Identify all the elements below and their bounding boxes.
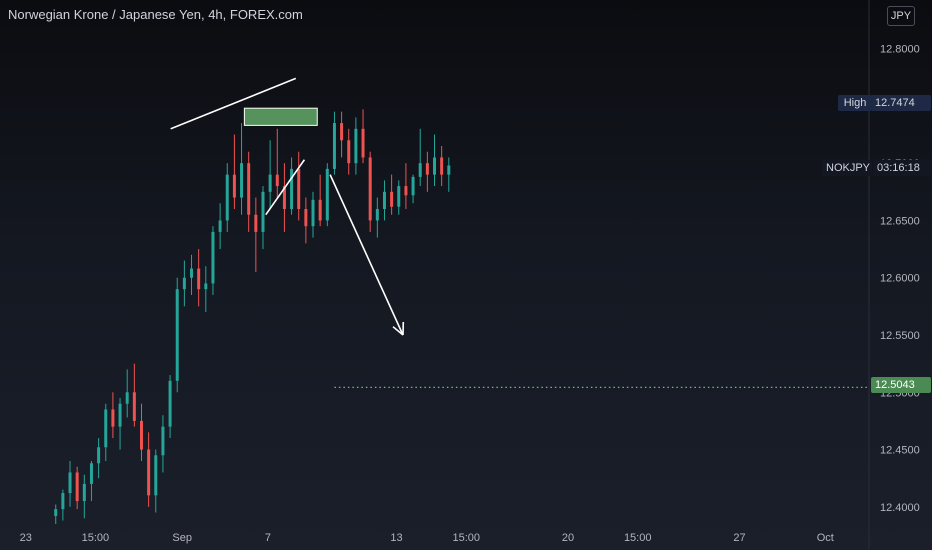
candle-body: [282, 186, 286, 209]
currency-button[interactable]: JPY: [887, 6, 915, 26]
candle-body: [290, 168, 294, 209]
candle-body: [325, 168, 329, 221]
candle-body: [97, 447, 101, 464]
high-resistance-zone: [243, 107, 318, 126]
price-axis: 12.400012.450012.500012.550012.600012.65…: [868, 0, 920, 550]
candle-body: [354, 128, 358, 164]
candle-body: [332, 123, 336, 169]
candle-body: [168, 380, 172, 427]
candle-body: [268, 174, 272, 192]
candle-body: [61, 493, 65, 510]
candle-body: [211, 231, 215, 284]
candle-body: [139, 420, 143, 450]
candle-body: [68, 472, 72, 494]
price-tick-label: 12.8000: [880, 44, 920, 56]
symbol-label: NOKJPY: [822, 160, 872, 176]
candle-body: [175, 289, 179, 381]
candle-body: [82, 483, 86, 502]
candle-body: [404, 186, 408, 196]
price-tick-label: 12.4000: [880, 502, 920, 514]
time-tick-label: Oct: [817, 532, 834, 544]
time-tick-label: 13: [390, 532, 402, 544]
candle-body: [204, 283, 208, 290]
candle-body: [382, 191, 386, 209]
price-tick-label: 12.4500: [880, 445, 920, 457]
high-price-badge: 12.7474: [871, 95, 931, 111]
candle-body: [104, 409, 108, 448]
price-tick-label: 12.6500: [880, 215, 920, 227]
candle-body: [340, 123, 344, 141]
time-tick-label: 7: [265, 532, 271, 544]
candle-body: [190, 268, 194, 278]
candle-body: [111, 409, 115, 427]
time-axis: 23 15:00 Sep 7 13 15:00 20 15:00 27 Oct: [20, 532, 834, 544]
candle-body: [75, 472, 79, 502]
candle-body: [154, 455, 158, 496]
candle-body: [297, 168, 301, 209]
time-tick-label: 27: [733, 532, 745, 544]
candle-body: [440, 157, 444, 175]
drawings: [170, 77, 869, 388]
candle-body: [361, 128, 365, 158]
candle-body: [225, 174, 229, 221]
candle-body: [318, 199, 322, 221]
target-price-badge: 12.5043: [871, 377, 931, 393]
arrow-head: [392, 326, 404, 336]
price-tick-label: 12.5500: [880, 330, 920, 342]
candle-body: [161, 426, 165, 456]
candle-body: [425, 163, 429, 175]
time-tick-label: 15:00: [82, 532, 110, 544]
candle-body: [275, 174, 279, 187]
candle-body: [147, 449, 151, 496]
candle-body: [390, 191, 394, 207]
candle-body: [218, 220, 222, 232]
candle-body: [433, 157, 437, 175]
candle-body: [304, 209, 308, 227]
time-tick-label: 15:00: [452, 532, 480, 544]
candle-body: [397, 186, 401, 207]
candle-body: [247, 163, 251, 215]
projection-arrow: [329, 174, 404, 336]
high-label: High: [838, 95, 872, 111]
time-tick-label: 20: [562, 532, 574, 544]
time-tick-label: 15:00: [624, 532, 652, 544]
candles: [54, 109, 451, 524]
candle-body: [132, 392, 136, 421]
chart-title: Norwegian Krone / Japanese Yen, 4h, FORE…: [8, 7, 303, 22]
candle-body: [418, 163, 422, 177]
candle-body: [197, 268, 201, 290]
candle-body: [232, 174, 236, 198]
candle-body: [368, 157, 372, 221]
candle-body: [411, 176, 415, 196]
candle-body: [125, 392, 129, 404]
candle-body: [447, 165, 451, 175]
candle-body: [182, 277, 186, 290]
time-tick-label: Sep: [172, 532, 192, 544]
candle-body: [261, 191, 265, 232]
time-tick-label: 23: [20, 532, 32, 544]
upper-trendline: [170, 77, 297, 130]
candle-body: [89, 463, 93, 484]
candle-body: [240, 163, 244, 198]
candle-body: [118, 403, 122, 427]
candle-body: [347, 140, 351, 164]
candle-body: [311, 199, 315, 227]
candle-body: [375, 209, 379, 221]
candle-body: [54, 509, 58, 516]
price-tick-label: 12.6000: [880, 273, 920, 285]
candle-body: [254, 214, 258, 232]
countdown-badge: 03:16:18: [873, 160, 931, 176]
lower-trendline: [265, 159, 306, 216]
